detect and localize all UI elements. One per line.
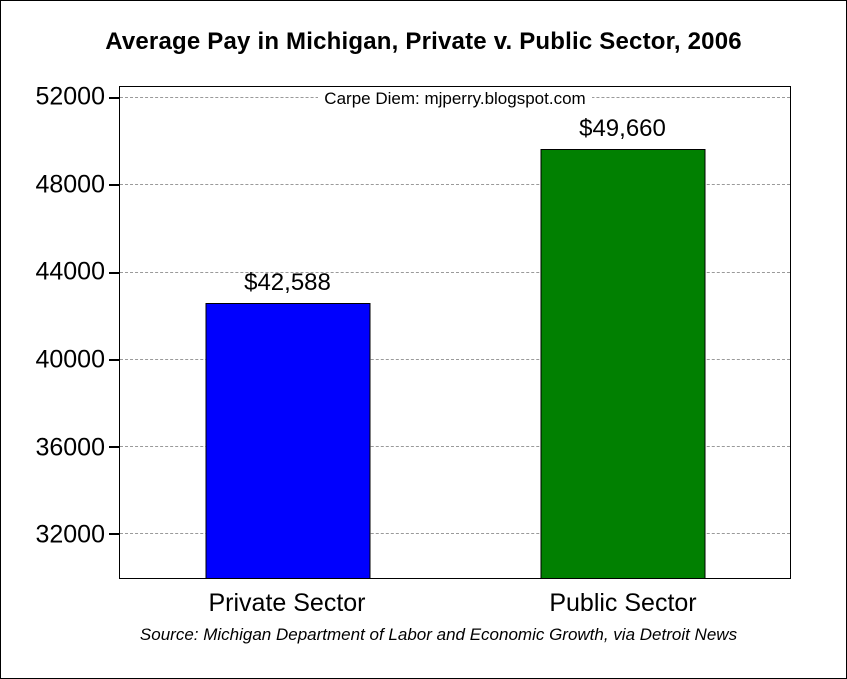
y-tick-label: 40000 [35,345,105,374]
y-tick-mark [109,533,119,536]
y-tick-mark [109,358,119,361]
bar-slot-private-sector: $42,588 [120,87,455,578]
plot-area: Carpe Diem: mjperry.blogspot.com $42,588… [109,86,791,579]
y-tick-mark [109,96,119,99]
bar-public-sector [540,148,705,578]
bars: $42,588 $49,660 [120,87,790,578]
y-tick-label: 44000 [35,257,105,286]
watermark-annotation: Carpe Diem: mjperry.blogspot.com [120,89,790,109]
y-tick-label: 36000 [35,433,105,462]
source-caption: Source: Michigan Department of Labor and… [139,625,738,644]
y-tick-label: 32000 [35,520,105,549]
gridline [120,184,790,186]
y-axis-labels: 32000 36000 40000 44000 48000 52000 [1,82,105,579]
tick-marks [109,87,790,578]
gridline [120,358,790,360]
y-tick-mark [109,446,119,449]
x-category-label-private-sector: Private Sector [208,589,366,617]
y-tick-mark [109,271,119,274]
watermark-text: Carpe Diem: mjperry.blogspot.com [318,89,592,108]
bar-private-sector [205,303,370,578]
y-tick-mark [109,184,119,187]
y-tick-label: 48000 [35,170,105,199]
bar-value-label: $42,588 [244,269,331,297]
bar-value-label: $49,660 [579,114,666,142]
y-tick-label: 52000 [35,82,105,111]
bar-slot-public-sector: $49,660 [455,87,790,578]
gridline [120,446,790,448]
x-axis-labels: Private Sector Public Sector [119,589,791,618]
chart-title: Average Pay in Michigan, Private v. Publ… [105,28,742,55]
x-category-label-public-sector: Public Sector [549,589,697,617]
gridline [120,271,790,273]
gridline [120,533,790,535]
